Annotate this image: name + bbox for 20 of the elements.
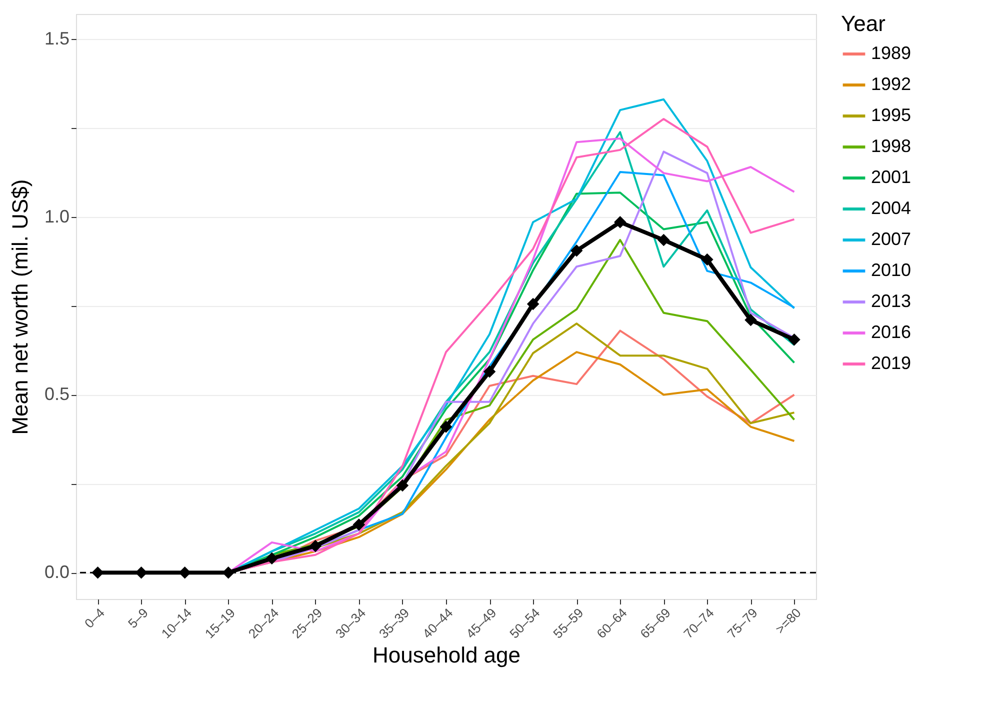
legend-label: 1989: [871, 43, 912, 63]
legend-label: 2007: [871, 229, 912, 249]
legend-label: 2013: [871, 291, 912, 311]
legend-label: 2016: [871, 322, 912, 342]
legend-label: 2001: [871, 167, 912, 187]
x-axis-title: Household age: [372, 642, 521, 668]
y-tick-label: 1.5: [44, 28, 70, 48]
legend-title: Year: [841, 11, 886, 36]
legend-label: 2004: [871, 198, 912, 218]
y-axis-title: Mean net worth (mil. US$): [7, 179, 32, 435]
legend-label: 1992: [871, 74, 912, 94]
legend-label: 1995: [871, 105, 912, 125]
legend-label: 2010: [871, 260, 912, 280]
legend-label: 2019: [871, 353, 912, 373]
x-tick-label: 0–4: [82, 605, 108, 632]
y-tick-label: 0.5: [44, 384, 70, 404]
y-tick-label: 1.0: [44, 206, 70, 226]
x-tick-label: 5–9: [125, 605, 151, 632]
legend-label: 1998: [871, 136, 912, 156]
y-tick-label: 0.0: [44, 562, 70, 582]
